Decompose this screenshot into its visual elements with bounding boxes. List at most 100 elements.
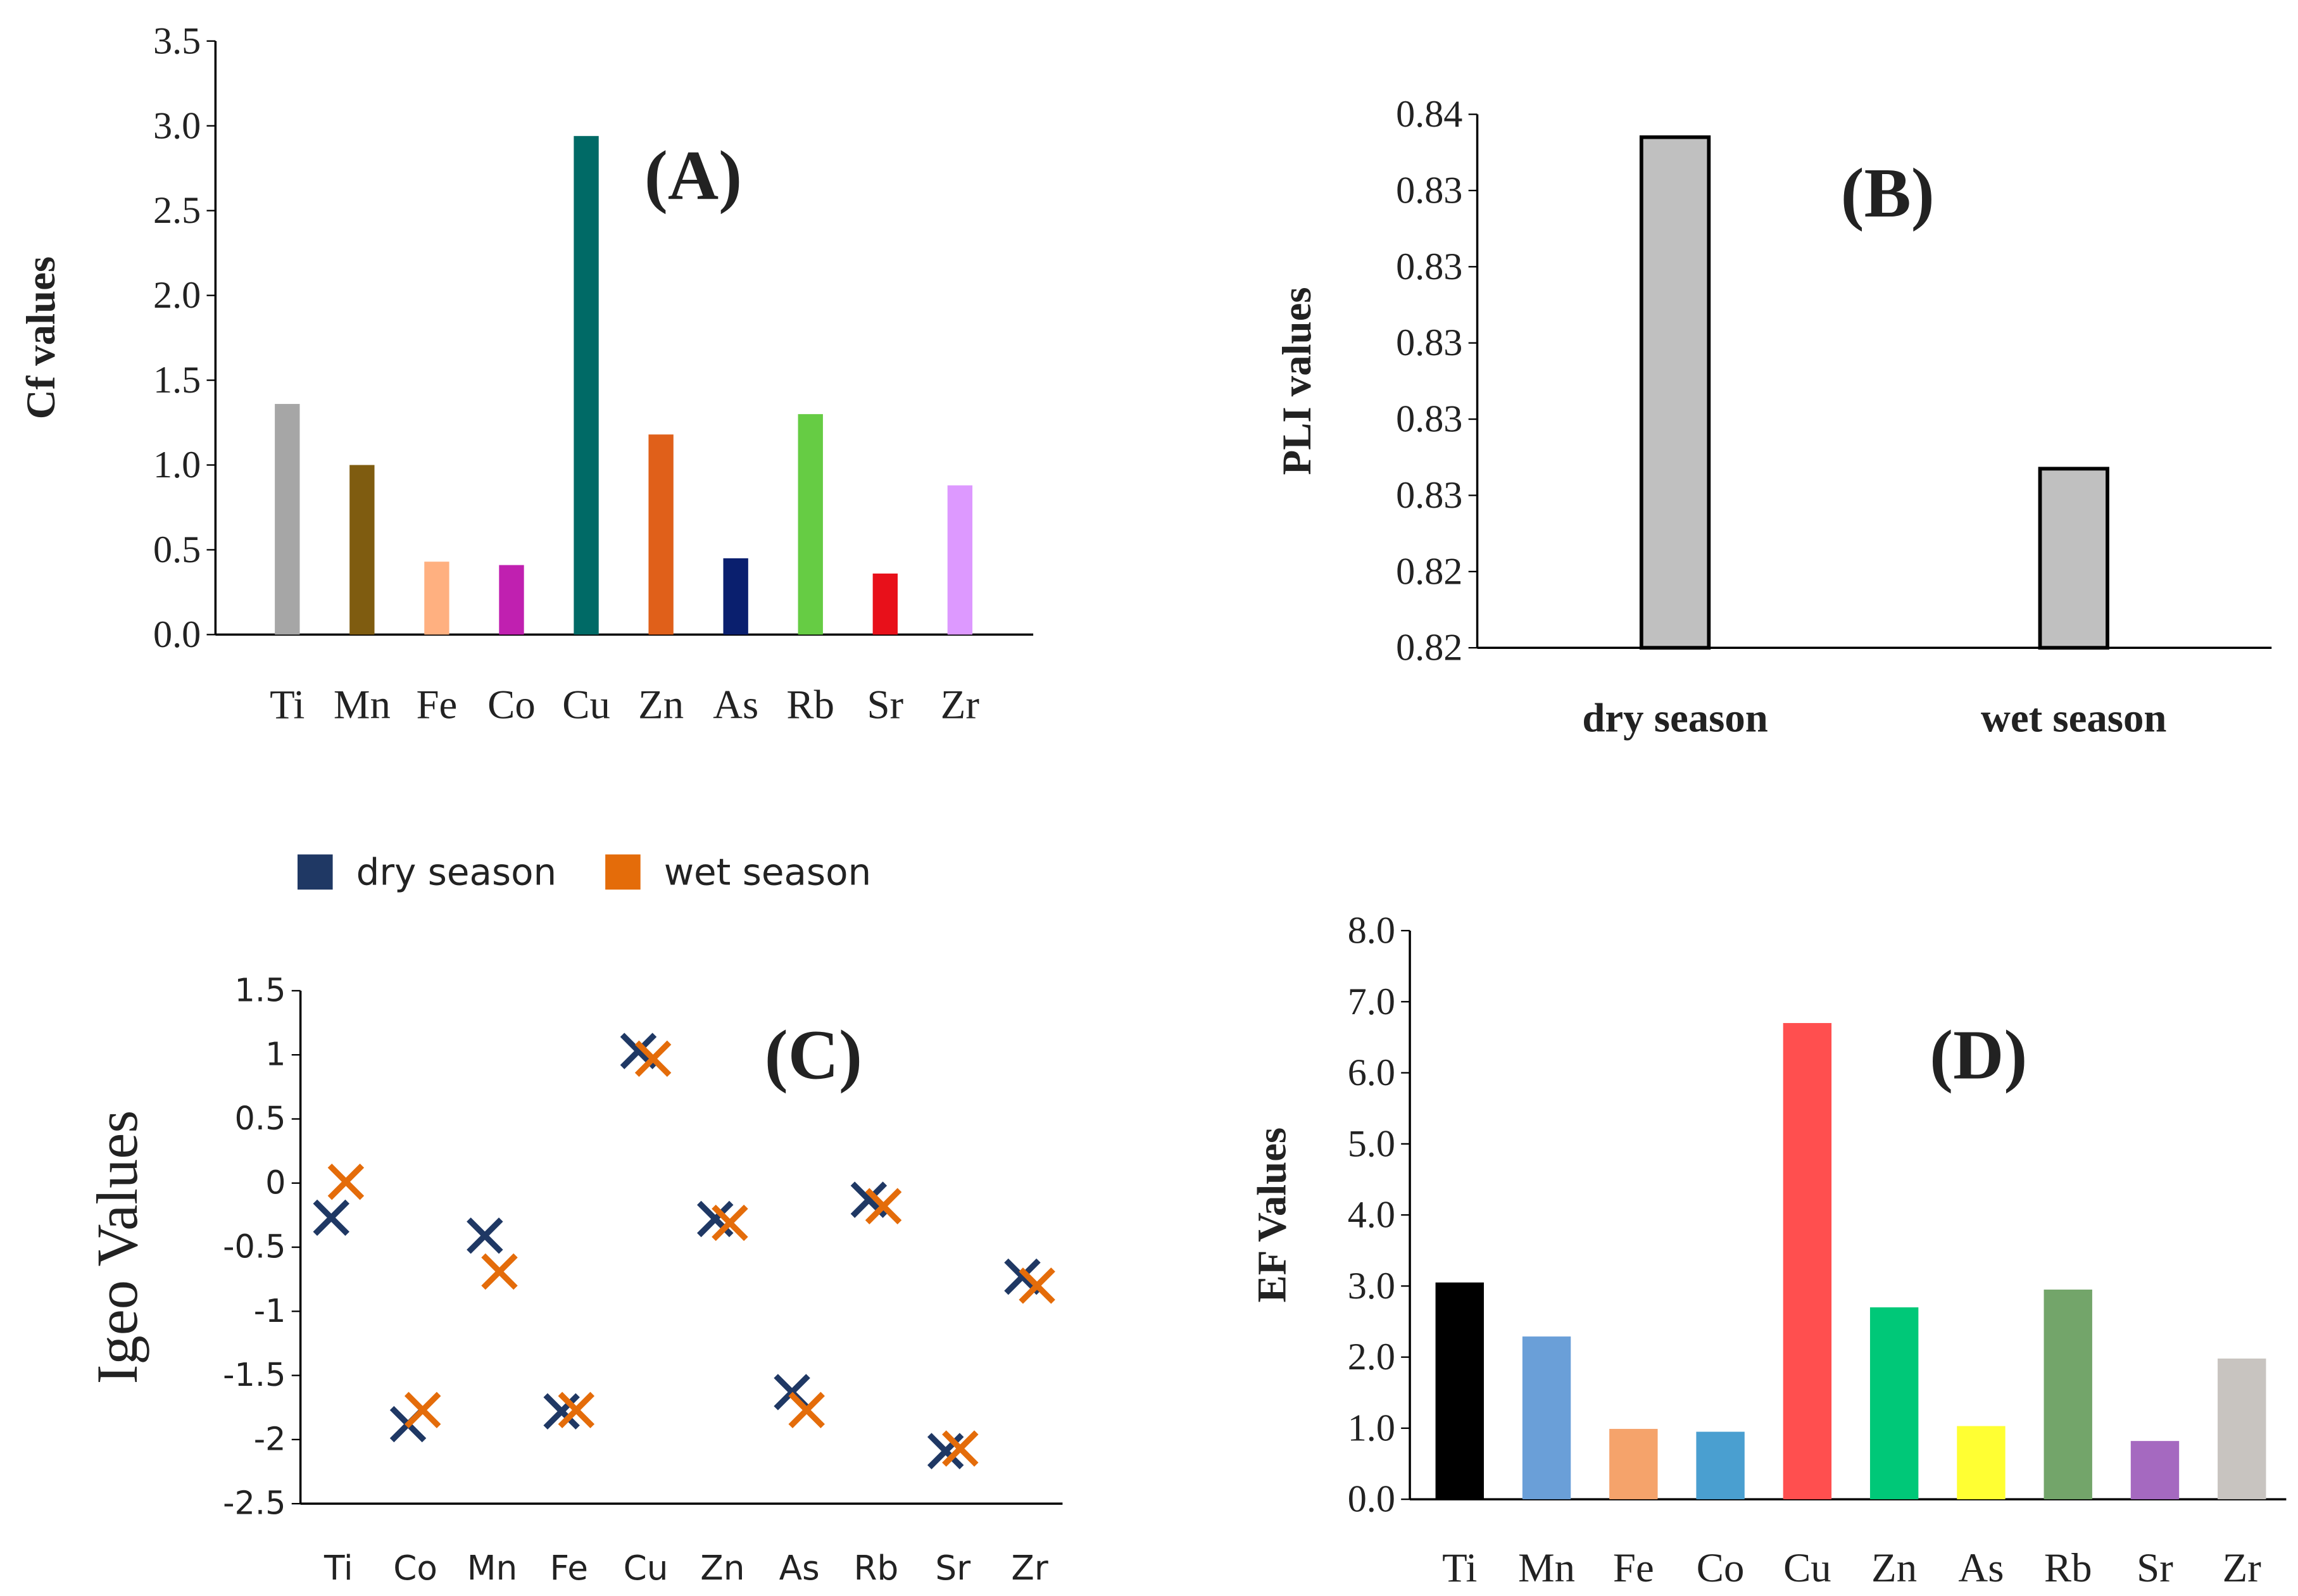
- x-marker: [467, 1217, 503, 1254]
- legend-label: dry season: [356, 850, 557, 893]
- x-tick-label: Sr: [2137, 1545, 2173, 1591]
- x-tick-label: Rb: [854, 1549, 899, 1588]
- bar: [574, 135, 599, 635]
- y-tick-label: 2.0: [1348, 1336, 1395, 1378]
- panel: 0.82 0.82 0.83 0.83 0.83 0.83 0.83 0.84 (B) PLI v…: [1274, 93, 2272, 741]
- y-tick-label: 1.0: [153, 444, 201, 486]
- panel: 0.0 0.5 1.0 1.5 2.0 2.5 3.0 3.5 (A) Cf values Ti Mn…: [18, 20, 1034, 727]
- x-tick-label: Sr: [935, 1549, 970, 1588]
- x-marker: [404, 1392, 441, 1429]
- x-tick-label: Zr: [941, 682, 980, 727]
- legend-swatch: [605, 854, 641, 890]
- y-tick-label: 0.5: [235, 1100, 286, 1138]
- x-tick-label: wet season: [1981, 695, 2166, 741]
- x-marker: [927, 1433, 964, 1469]
- x-tick-label: Cu: [624, 1549, 669, 1588]
- y-tick-label: 0.0: [153, 613, 201, 656]
- panel-label: (D): [1930, 1016, 2027, 1094]
- x-tick-label: Mn: [467, 1549, 518, 1588]
- y-tick-label: -1.5: [223, 1357, 286, 1394]
- bar: [1783, 1022, 1832, 1500]
- y-tick-label: 1.5: [153, 359, 201, 401]
- x-marker: [327, 1163, 365, 1200]
- y-tick-label: 0.0: [1348, 1478, 1395, 1521]
- bar: [1869, 1307, 1919, 1500]
- y-tick-label: 0.84: [1396, 93, 1462, 135]
- x-tick-label: Cu: [562, 682, 610, 727]
- x-marker: [1019, 1267, 1055, 1304]
- x-tick-label: Zn: [700, 1549, 744, 1588]
- x-tick-label: Zr: [1011, 1549, 1048, 1588]
- x-tick-label: Ti: [270, 682, 305, 727]
- y-tick-label: 0.82: [1396, 627, 1462, 669]
- x-tick-label: Mn: [1518, 1545, 1575, 1591]
- bar: [1696, 1431, 1745, 1500]
- panel: 0.0 1.0 2.0 3.0 4.0 5.0 6.0 7.0 8.0 (D) EF Values T…: [1249, 910, 2287, 1591]
- y-axis-label: PLI values: [1274, 287, 1320, 475]
- x-tick-label: Co: [393, 1549, 437, 1588]
- bar: [1639, 135, 1711, 650]
- x-tick-label: Ti: [1442, 1545, 1477, 1591]
- y-tick-label: 0.83: [1396, 246, 1462, 288]
- x-tick-label: Cu: [1783, 1545, 1831, 1591]
- y-tick-label: -0.5: [223, 1229, 286, 1266]
- x-tick-label: As: [1958, 1545, 2004, 1591]
- bar: [947, 485, 973, 635]
- legend-label: wet season: [664, 850, 871, 893]
- x-tick-label: Ti: [323, 1549, 353, 1588]
- y-tick-label: 0.83: [1396, 322, 1462, 364]
- y-tick-label: 2.0: [153, 274, 201, 317]
- y-tick-label: -2.5: [223, 1485, 286, 1523]
- bar: [1609, 1429, 1658, 1500]
- panel: 1.5 1 0.5 0 -0.5 -1 -1.5 -2 -2.5 (C) Igeo Values Ti…: [85, 850, 1063, 1588]
- bar: [1957, 1426, 2006, 1500]
- y-tick-label: 4.0: [1348, 1194, 1395, 1236]
- y-tick-label: 3.0: [1348, 1265, 1395, 1307]
- x-marker: [712, 1204, 748, 1241]
- bar: [2218, 1358, 2266, 1500]
- x-marker: [558, 1392, 595, 1429]
- bar: [424, 562, 449, 635]
- x-tick-label: As: [779, 1549, 820, 1588]
- x-marker: [942, 1430, 979, 1467]
- y-tick-label: 3.5: [153, 20, 201, 62]
- x-marker: [634, 1040, 672, 1078]
- y-axis-label: Igeo Values: [85, 1110, 150, 1385]
- bar: [1435, 1282, 1484, 1500]
- x-tick-label: As: [713, 682, 758, 727]
- y-tick-label: 5.0: [1348, 1122, 1395, 1165]
- x-tick-label: Fe: [417, 682, 458, 727]
- y-tick-label: 0.83: [1396, 398, 1462, 441]
- x-tick-label: Zr: [2223, 1545, 2262, 1591]
- y-tick-label: 3.0: [153, 104, 201, 147]
- y-tick-label: 0.5: [153, 529, 201, 571]
- x-tick-label: Rb: [2044, 1545, 2092, 1591]
- panel-label: (C): [765, 1016, 862, 1094]
- y-tick-label: -1: [254, 1293, 286, 1330]
- bar: [648, 434, 674, 635]
- x-tick-label: Fe: [1613, 1545, 1654, 1591]
- bar: [723, 558, 748, 635]
- x-tick-label: Rb: [786, 682, 834, 727]
- x-marker: [543, 1393, 580, 1430]
- y-axis-label: EF Values: [1249, 1128, 1295, 1303]
- bar: [275, 404, 300, 635]
- x-tick-label: dry season: [1582, 695, 1767, 741]
- y-tick-label: 0.83: [1396, 169, 1462, 211]
- y-tick-label: 1.0: [1348, 1407, 1395, 1449]
- x-tick-label: Co: [1697, 1545, 1745, 1591]
- y-tick-label: -2: [254, 1421, 286, 1458]
- panel-label: (B): [1841, 154, 1935, 232]
- bar: [1522, 1336, 1571, 1500]
- y-tick-label: 1: [265, 1036, 286, 1074]
- legend-swatch: [298, 854, 333, 890]
- x-tick-label: Zn: [1871, 1545, 1917, 1591]
- x-tick-label: Zn: [638, 682, 684, 727]
- y-tick-label: 0.82: [1396, 550, 1462, 593]
- x-tick-label: Co: [487, 682, 536, 727]
- x-marker: [481, 1253, 518, 1290]
- bar: [2038, 467, 2109, 650]
- y-tick-label: 0: [265, 1164, 286, 1202]
- bar: [2130, 1441, 2180, 1500]
